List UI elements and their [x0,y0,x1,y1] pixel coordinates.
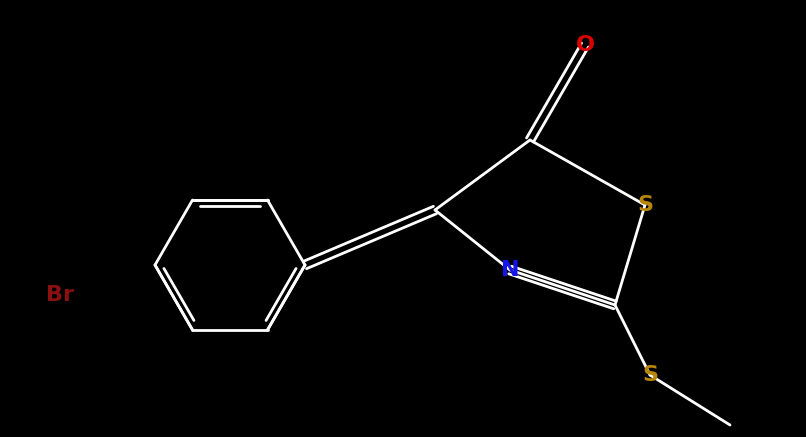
Text: S: S [642,365,658,385]
Text: N: N [501,260,519,280]
Text: S: S [637,195,653,215]
Text: Br: Br [46,285,74,305]
Text: O: O [575,35,595,55]
